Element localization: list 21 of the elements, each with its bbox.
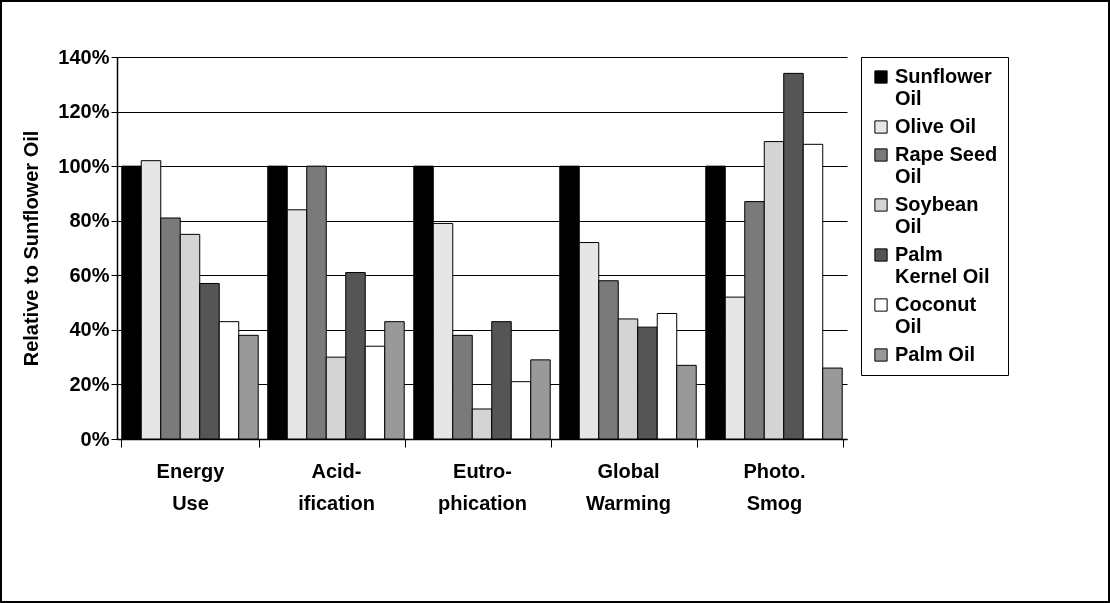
x-tick-label: Eutro-phication — [438, 459, 527, 514]
y-tick-label: 0% — [80, 427, 110, 450]
y-tick-label: 120% — [58, 100, 110, 123]
x-tick-label: Photo. Smog — [743, 459, 806, 514]
x-tick-label: Global Warming — [586, 459, 671, 514]
legend-label: Coconut Oil — [895, 293, 977, 337]
legend-label: Sunflower Oil — [895, 65, 992, 109]
legend-label: Palm Oil — [895, 343, 976, 365]
x-tick-label: Acid-ification — [298, 459, 375, 514]
legend-label: Soybean Oil — [895, 193, 979, 237]
legend-label: Palm Kernel Oil — [895, 243, 990, 287]
x-tick-label: Energy Use — [156, 459, 226, 514]
y-tick-label: 40% — [69, 318, 110, 341]
y-tick-label: 80% — [69, 209, 110, 232]
legend-label: Olive Oil — [895, 115, 977, 137]
y-tick-label: 60% — [69, 263, 110, 286]
y-tick-label: 20% — [69, 372, 110, 395]
legend-label: Rape Seed Oil — [895, 143, 998, 187]
y-axis-title: Relative to Sunflower Oil — [20, 130, 43, 367]
y-tick-label: 100% — [58, 154, 110, 177]
y-tick-label: 140% — [58, 45, 110, 68]
